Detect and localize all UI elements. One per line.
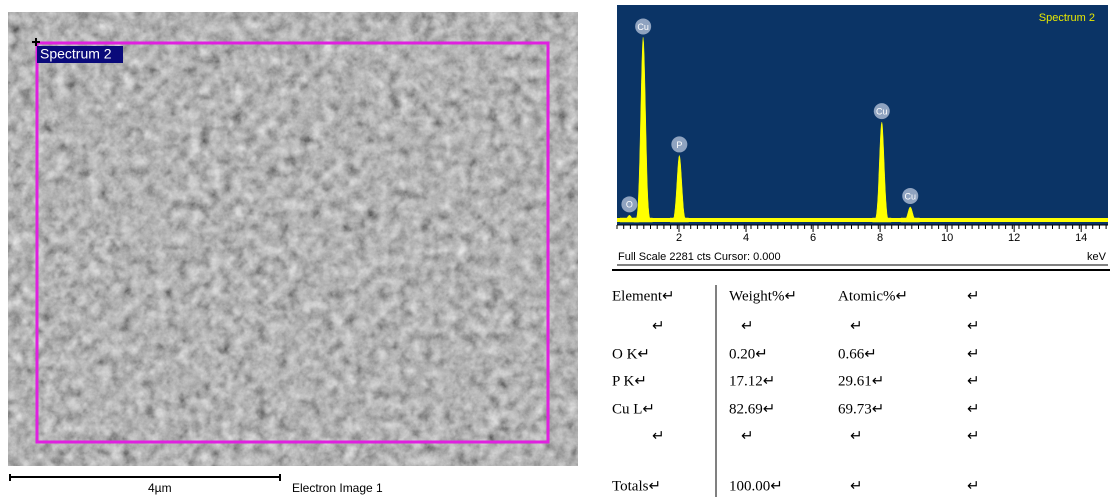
table-cell: ↵ xyxy=(652,428,665,444)
background-band xyxy=(617,218,1108,222)
table-cell: Weight%↵ xyxy=(729,288,797,304)
sem-image xyxy=(8,12,578,466)
peak-label: P xyxy=(676,140,682,150)
table-cell: ↵ xyxy=(850,428,863,444)
table-cell: Totals↵ xyxy=(612,478,661,494)
region-label: Spectrum 2 xyxy=(40,46,112,62)
x-tick-label: 8 xyxy=(877,232,883,244)
table-cell: ↵ xyxy=(967,401,980,417)
table-cell: ↵ xyxy=(741,318,754,334)
image-caption: Electron Image 1 xyxy=(292,481,383,495)
table-cell: ↵ xyxy=(967,373,980,389)
x-tick-label: 14 xyxy=(1075,232,1087,244)
spectrum-title: Spectrum 2 xyxy=(1039,12,1095,24)
table-cell: Cu L↵ xyxy=(612,401,655,417)
table-cell: ↵ xyxy=(967,428,980,444)
table-cell: ↵ xyxy=(967,318,980,334)
table-cell: ↵ xyxy=(850,478,863,494)
x-tick-label: 10 xyxy=(941,232,953,244)
table-cell: P K↵ xyxy=(612,373,647,389)
table-cell: O K↵ xyxy=(612,346,650,362)
x-axis-label: keV xyxy=(1087,251,1107,263)
table-cell: ↵ xyxy=(652,318,665,334)
table-cell: 82.69↵ xyxy=(729,401,775,417)
table-cell: ↵ xyxy=(741,428,754,444)
table-cell: 100.00↵ xyxy=(729,478,783,494)
peak-label: Cu xyxy=(876,106,888,116)
table-cell: ↵ xyxy=(967,346,980,362)
peak-label: Cu xyxy=(905,191,917,201)
table-cell: 0.66↵ xyxy=(838,346,877,362)
table-cell: 0.20↵ xyxy=(729,346,768,362)
table-cell: 29.61↵ xyxy=(838,373,884,389)
table-cell: ↵ xyxy=(967,288,980,304)
x-tick-label: 6 xyxy=(810,232,816,244)
spectrum-footer: Full Scale 2281 cts Cursor: 0.000 xyxy=(618,251,781,263)
peak-label: Cu xyxy=(637,22,649,32)
table-cell: ↵ xyxy=(967,478,980,494)
figure: Spectrum 2 4µm Electron Image 1 Spectrum… xyxy=(0,0,1110,497)
plot-area xyxy=(617,5,1108,225)
scale-bar-label: 4µm xyxy=(148,481,172,495)
page: {"image": {"region_label": "Spectrum 2",… xyxy=(0,0,1110,497)
peak-label: O xyxy=(626,200,633,210)
x-tick-label: 4 xyxy=(743,232,749,244)
x-tick-label: 12 xyxy=(1008,232,1020,244)
spectrum-chart: Spectrum 2 keV Full Scale 2281 cts Curso… xyxy=(617,5,1108,265)
table-cell: 17.12↵ xyxy=(729,373,775,389)
table-cell: Atomic%↵ xyxy=(838,288,908,304)
table-cell: ↵ xyxy=(850,318,863,334)
scale-bar xyxy=(10,474,280,481)
x-tick-label: 2 xyxy=(676,232,682,244)
table-cell: Element↵ xyxy=(612,288,675,304)
table-cell: 69.73↵ xyxy=(838,401,884,417)
